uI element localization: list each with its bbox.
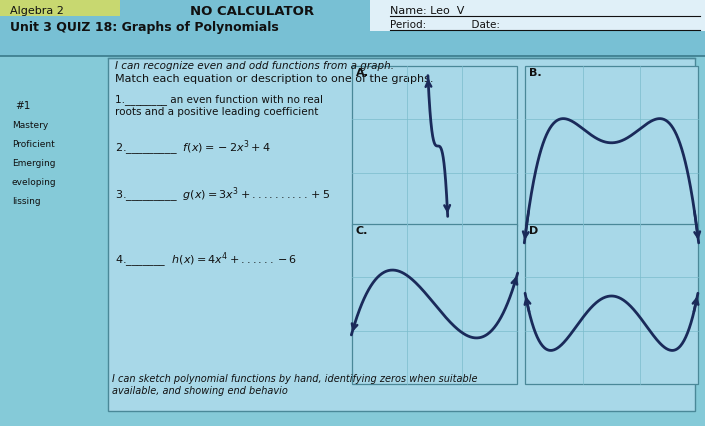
FancyBboxPatch shape xyxy=(370,0,705,31)
Text: NO CALCULATOR: NO CALCULATOR xyxy=(190,5,314,18)
Text: eveloping: eveloping xyxy=(12,178,56,187)
Text: Algebra 2: Algebra 2 xyxy=(10,6,64,16)
Text: Mastery: Mastery xyxy=(12,121,48,130)
Text: 1.________ an even function with no real: 1.________ an even function with no real xyxy=(115,94,323,105)
Text: 3._________  $g(x) = 3x^3 + .......... + 5$: 3._________ $g(x) = 3x^3 + .......... + … xyxy=(115,186,331,205)
FancyBboxPatch shape xyxy=(200,0,705,36)
FancyBboxPatch shape xyxy=(525,66,698,226)
Polygon shape xyxy=(0,0,120,16)
Text: roots and a positive leading coefficient: roots and a positive leading coefficient xyxy=(115,107,319,117)
Text: I can sketch polynomial functions by hand, identifying zeros when suitable
avail: I can sketch polynomial functions by han… xyxy=(112,374,477,396)
Text: Emerging: Emerging xyxy=(12,159,56,168)
Text: Proficient: Proficient xyxy=(12,140,55,149)
Text: Unit 3 QUIZ 18: Graphs of Polynomials: Unit 3 QUIZ 18: Graphs of Polynomials xyxy=(10,21,278,34)
FancyBboxPatch shape xyxy=(352,224,517,384)
FancyBboxPatch shape xyxy=(525,224,698,384)
Text: C.: C. xyxy=(356,226,369,236)
FancyBboxPatch shape xyxy=(108,58,695,411)
Text: Name: Leo  V: Name: Leo V xyxy=(390,6,465,16)
FancyBboxPatch shape xyxy=(352,66,517,226)
Text: B.: B. xyxy=(529,68,541,78)
Text: 4._______  $h(x) = 4x^4 + ...... - 6$: 4._______ $h(x) = 4x^4 + ...... - 6$ xyxy=(115,251,297,271)
Text: Period: ________Date:_______________: Period: ________Date:_______________ xyxy=(390,19,579,30)
FancyBboxPatch shape xyxy=(0,0,705,56)
FancyBboxPatch shape xyxy=(0,0,200,46)
Text: I can recognize even and odd functions from a graph.: I can recognize even and odd functions f… xyxy=(115,61,394,71)
Text: Match each equation or description to one of the graphs.: Match each equation or description to on… xyxy=(115,74,434,84)
Text: lissing: lissing xyxy=(12,197,41,206)
Text: #1: #1 xyxy=(15,101,30,111)
Text: D: D xyxy=(529,226,538,236)
Text: 2._________  $f(x) = -2x^3 + 4$: 2._________ $f(x) = -2x^3 + 4$ xyxy=(115,139,271,158)
Text: A.: A. xyxy=(356,68,369,78)
